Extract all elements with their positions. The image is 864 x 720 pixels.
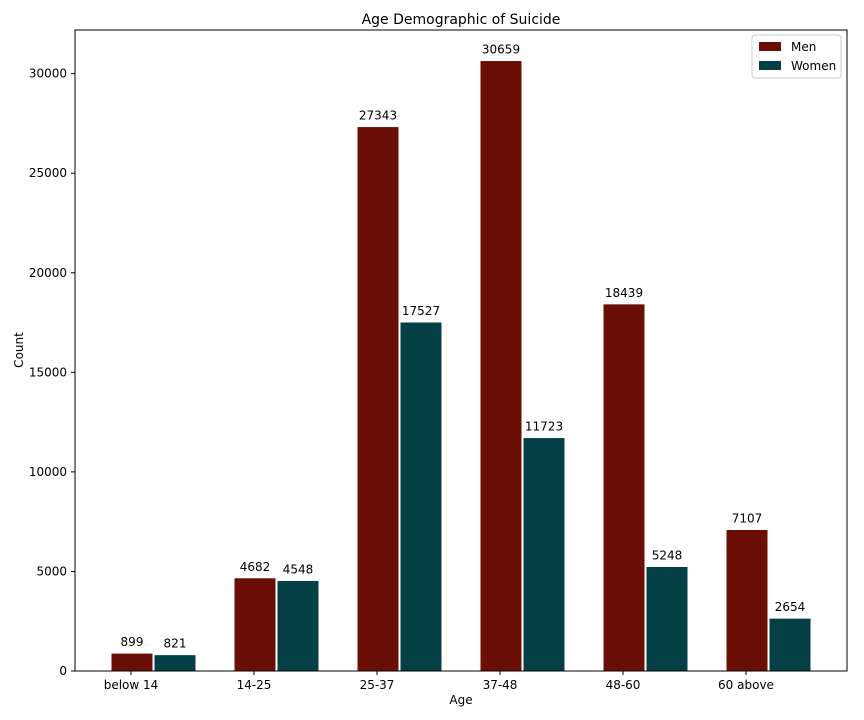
legend-label-women: Women [791,59,836,73]
bar-women-4 [645,566,689,672]
x-tick-label: 37-48 [483,678,518,692]
plot-frame [74,29,848,672]
bar-women-1 [276,579,320,672]
bar-value-label: 5248 [652,549,683,563]
x-tick-label: below 14 [104,678,159,692]
bar-value-label: 11723 [525,420,563,434]
bars [110,60,812,672]
bar-value-label: 7107 [732,511,763,525]
bar-women-5 [768,617,812,672]
bar-men-5 [725,528,769,672]
bar-value-label: 17527 [402,304,440,318]
chart-title: Age Demographic of Suicide [362,12,561,28]
bar-men-2 [356,126,400,672]
bar-value-label: 2654 [775,600,806,614]
x-axis-label: Age [449,693,472,707]
y-axis: 0 5000 10000 15000 20000 25000 30000 [29,67,75,678]
legend-swatch-men [759,42,781,51]
bar-value-label: 4682 [240,560,271,574]
x-tick-label: 14-25 [237,678,272,692]
bar-value-label: 18439 [605,286,643,300]
bar-men-3 [479,60,523,672]
bar-women-3 [522,437,566,672]
bar-value-label: 4548 [283,562,314,576]
bar-value-label: 821 [164,637,187,651]
y-tick-label: 0 [59,664,67,678]
legend: Men Women [751,34,842,79]
x-tick-label: 60 above [718,678,774,692]
y-axis-label: Count [12,332,26,368]
x-axis: below 14 14-25 25-37 37-48 48-60 60 above [104,671,774,692]
x-tick-label: 25-37 [360,678,395,692]
y-tick-label: 20000 [29,266,67,280]
bar-men-4 [602,303,646,672]
bar-women-0 [153,654,197,672]
bar-labels: 899 4682 27343 30659 18439 7107 821 4548 17527 11… [121,43,806,651]
bar-men-0 [110,652,154,672]
y-tick-label: 5000 [36,564,67,578]
x-tick-label: 48-60 [606,678,641,692]
y-tick-label: 15000 [29,365,67,379]
legend-label-men: Men [791,40,816,54]
y-tick-label: 30000 [29,67,67,81]
bar-women-2 [399,321,443,672]
bar-value-label: 27343 [359,109,397,123]
bar-value-label: 899 [121,635,144,649]
legend-swatch-women [759,61,781,70]
bar-value-label: 30659 [482,43,520,57]
y-tick-label: 10000 [29,465,67,479]
bar-men-1 [233,577,277,672]
y-tick-label: 25000 [29,166,67,180]
